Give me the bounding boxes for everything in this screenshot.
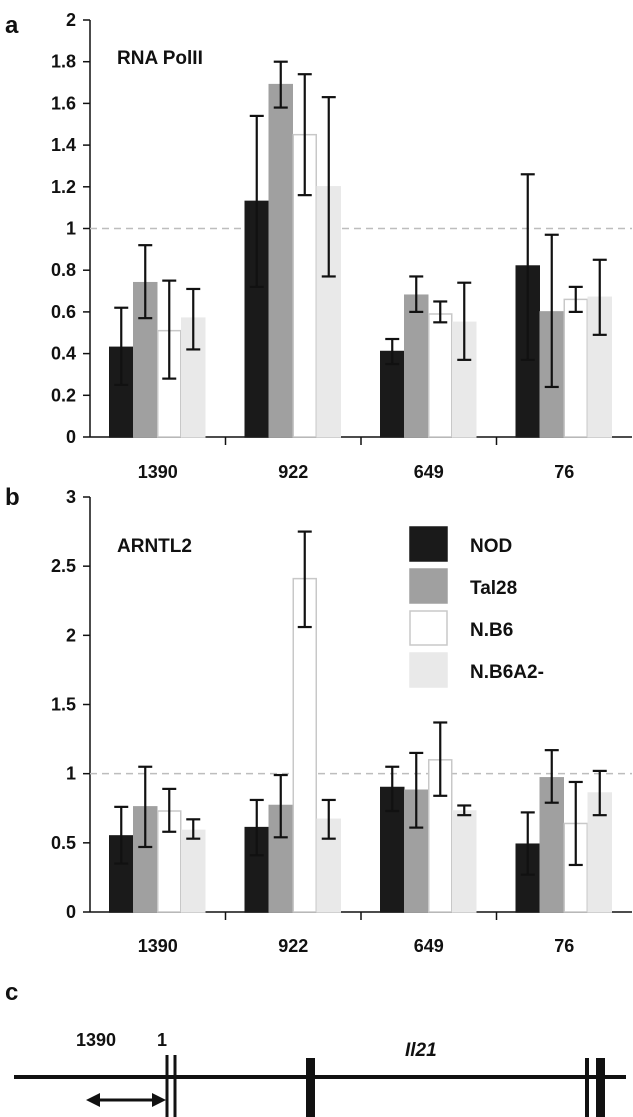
chart-b-title: ARNTL2 <box>117 536 192 557</box>
bar-nb6-922 <box>292 577 317 913</box>
bar-nb6-649 <box>428 313 453 438</box>
legend: NOD Tal28 N.B6 N.B6A2- <box>409 526 544 688</box>
chart-b: 0 0.5 1 1.5 2 2.5 3 1390 922 649 76 <box>51 487 632 956</box>
legend-label-3: N.B6A2- <box>470 662 544 683</box>
y-tick-label: 2.5 <box>51 556 76 576</box>
bar-tal28-922 <box>268 83 293 438</box>
panel-letter-c: c <box>5 979 18 1006</box>
bar-nb6a2-649 <box>452 810 477 913</box>
y-tick-label: 1.8 <box>51 52 76 72</box>
category-label: 649 <box>414 462 444 482</box>
gene-name: Il21 <box>405 1040 437 1061</box>
chart-a: 0 0.2 0.4 0.6 0.8 1 1.2 1.4 1.6 1.8 2 1390 922 649 76 <box>51 10 632 482</box>
y-tick-label: 1 <box>66 219 76 239</box>
y-tick-label: 0.5 <box>51 833 76 853</box>
y-tick-label: 1.6 <box>51 93 76 113</box>
label-1: 1 <box>157 1030 167 1050</box>
gene-diagram: 1390 1 Il21 <box>14 1030 626 1117</box>
y-tick-label: 1.4 <box>51 135 76 155</box>
y-tick-label: 0.6 <box>51 302 76 322</box>
chart-a-title: RNA PolII <box>117 48 203 69</box>
y-tick-label: 1.5 <box>51 695 76 715</box>
panel-letter-a: a <box>5 12 19 39</box>
y-tick-label: 1.2 <box>51 177 76 197</box>
y-tick-label: 2 <box>66 625 76 645</box>
region-arrowhead-right <box>152 1093 166 1107</box>
exon-2 <box>585 1058 589 1117</box>
y-tick-label: 0.2 <box>51 385 76 405</box>
category-label: 1390 <box>138 936 178 956</box>
category-label: 1390 <box>138 462 178 482</box>
legend-label-1: Tal28 <box>470 578 517 599</box>
y-tick-label: 0.4 <box>51 344 76 364</box>
category-label: 649 <box>414 936 444 956</box>
bar-nb6-76 <box>563 298 588 438</box>
category-label: 76 <box>554 462 574 482</box>
legend-swatch-2 <box>409 610 448 646</box>
bar-tal28-649 <box>404 294 429 438</box>
y-tick-label: 0.8 <box>51 260 76 280</box>
exon-3 <box>596 1058 605 1117</box>
category-label: 76 <box>554 936 574 956</box>
region-arrowhead-left <box>86 1093 100 1107</box>
y-tick-label: 3 <box>66 487 76 507</box>
legend-swatch-1 <box>409 568 448 604</box>
y-tick-label: 0 <box>66 427 76 447</box>
y-tick-label: 2 <box>66 10 76 30</box>
bar-nb6a2-1390 <box>181 829 206 913</box>
label-1390: 1390 <box>76 1030 116 1050</box>
legend-swatch-0 <box>409 526 448 562</box>
panel-letter-b: b <box>5 484 20 511</box>
category-label: 922 <box>278 936 308 956</box>
legend-label-0: NOD <box>470 536 512 557</box>
exon-1 <box>306 1058 315 1117</box>
legend-label-2: N.B6 <box>470 620 513 641</box>
y-tick-label: 0 <box>66 902 76 922</box>
legend-swatch-3 <box>409 652 448 688</box>
y-tick-label: 1 <box>66 764 76 784</box>
category-label: 922 <box>278 462 308 482</box>
